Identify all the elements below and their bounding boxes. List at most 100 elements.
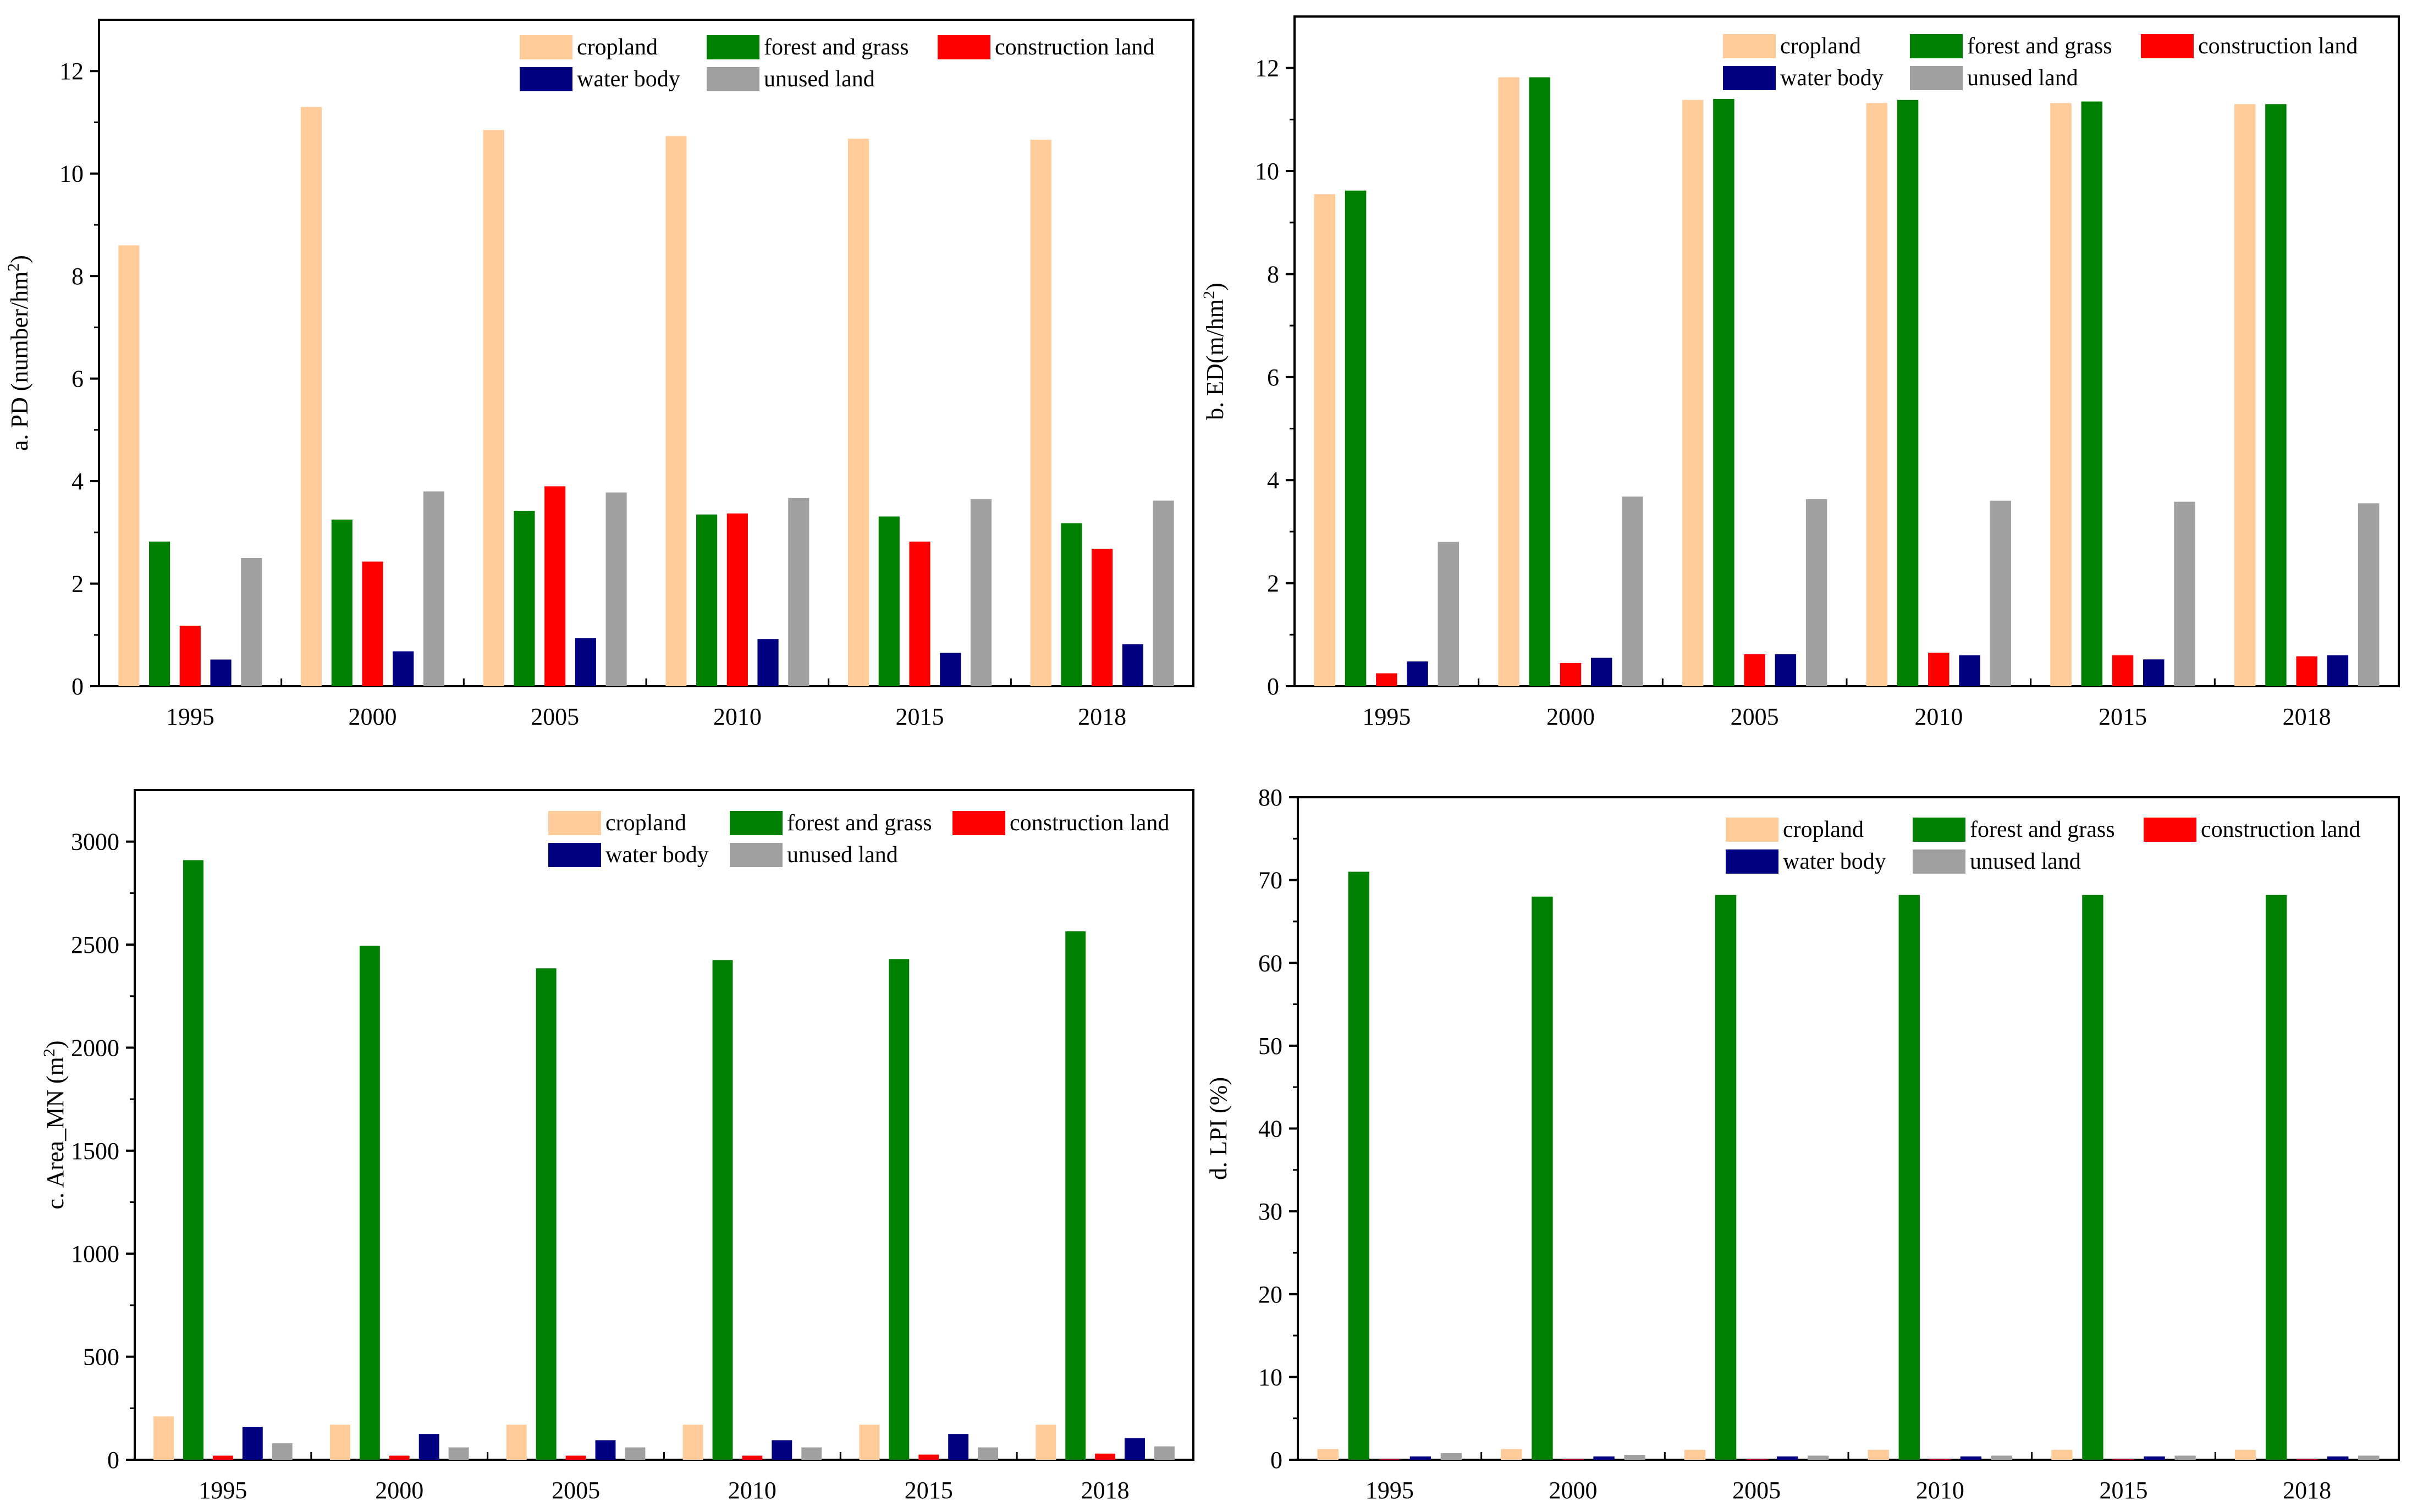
bar-forest-and-grass-2010 xyxy=(696,514,718,686)
bar-water-body-2018 xyxy=(1125,1438,1145,1460)
bar-construction-land-2018 xyxy=(1092,549,1113,686)
y-tick-label: 40 xyxy=(1258,1116,1282,1143)
legend-swatch-water-body xyxy=(1726,849,1778,874)
y-tick-label: 60 xyxy=(1258,950,1282,976)
x-tick-label: 2018 xyxy=(2283,1477,2331,1504)
bar-forest-and-grass-1995 xyxy=(183,860,203,1460)
bar-construction-land-1995 xyxy=(1379,1459,1401,1460)
legend-label-unused-land: unused land xyxy=(1967,65,2078,91)
bar-unused-land-2010 xyxy=(1991,1455,2013,1460)
legend-label-cropland: cropland xyxy=(1780,34,1861,59)
legend-swatch-water-body xyxy=(1723,66,1776,90)
bar-forest-and-grass-2018 xyxy=(2265,895,2287,1460)
legend-label-unused-land: unused land xyxy=(764,67,875,92)
bar-construction-land-2018 xyxy=(2296,656,2317,686)
legend-label-forest-and-grass: forest and grass xyxy=(1967,34,2112,59)
bar-cropland-2010 xyxy=(1866,103,1888,686)
x-tick-label: 2010 xyxy=(1916,1477,1964,1504)
bar-cropland-2018 xyxy=(1036,1425,1056,1460)
bar-forest-and-grass-2015 xyxy=(889,959,910,1460)
bar-water-body-2018 xyxy=(2327,655,2349,686)
y-tick-label: 10 xyxy=(1258,1364,1282,1390)
x-tick-label: 2015 xyxy=(2100,1477,2148,1504)
plot-frame xyxy=(1293,15,2400,687)
legend-swatch-construction-land xyxy=(2141,34,2194,58)
y-axis-label: b. ED(m/hm2) xyxy=(1200,283,1229,420)
bar-water-body-2005 xyxy=(575,638,596,686)
y-tick-label: 8 xyxy=(1267,261,1279,288)
bar-unused-land-2000 xyxy=(1624,1454,1645,1460)
y-tick-label: 12 xyxy=(1255,55,1279,82)
legend-swatch-construction-land xyxy=(938,35,990,59)
x-tick-label: 1995 xyxy=(1362,703,1411,730)
legend-swatch-cropland xyxy=(548,811,601,835)
bar-cropland-2005 xyxy=(1682,100,1704,687)
bar-unused-land-2005 xyxy=(1805,499,1827,686)
bar-construction-land-2015 xyxy=(2112,655,2134,686)
bar-water-body-2005 xyxy=(595,1440,616,1460)
y-tick-label: 4 xyxy=(1267,467,1279,494)
bar-forest-and-grass-2010 xyxy=(712,960,733,1460)
legend-swatch-water-body xyxy=(520,67,572,91)
bar-water-body-2015 xyxy=(948,1434,969,1460)
bar-forest-and-grass-2000 xyxy=(1529,77,1551,687)
bar-construction-land-1995 xyxy=(212,1455,233,1460)
bar-construction-land-2015 xyxy=(2113,1459,2134,1460)
legend-label-forest-and-grass: forest and grass xyxy=(787,810,932,836)
bar-construction-land-1995 xyxy=(179,625,201,686)
bar-forest-and-grass-2015 xyxy=(2081,101,2103,687)
bar-cropland-2018 xyxy=(2234,1449,2256,1460)
bar-forest-and-grass-2018 xyxy=(1061,523,1082,686)
bar-forest-and-grass-2010 xyxy=(1898,895,1920,1460)
bar-construction-land-2005 xyxy=(1744,654,1765,686)
bar-construction-land-2010 xyxy=(1928,653,1950,686)
bar-construction-land-2010 xyxy=(1929,1459,1951,1460)
y-tick-label: 0 xyxy=(107,1447,119,1474)
bar-forest-and-grass-1995 xyxy=(1345,190,1367,686)
bar-forest-and-grass-2018 xyxy=(1065,931,1086,1460)
bar-construction-land-2000 xyxy=(362,561,383,686)
bar-unused-land-2018 xyxy=(1153,500,1174,686)
bar-forest-and-grass-2015 xyxy=(2082,895,2103,1460)
bar-construction-land-2000 xyxy=(389,1455,410,1460)
bar-cropland-2010 xyxy=(682,1425,703,1460)
bar-construction-land-2015 xyxy=(918,1454,939,1460)
legend-label-cropland: cropland xyxy=(605,810,686,836)
plot-frame xyxy=(1297,796,2400,1461)
bar-cropland-2015 xyxy=(2050,103,2072,686)
bar-construction-land-2000 xyxy=(1560,663,1582,686)
legend-swatch-water-body xyxy=(548,843,601,867)
bar-unused-land-2000 xyxy=(423,491,445,686)
x-tick-label: 2005 xyxy=(552,1477,600,1504)
bar-forest-and-grass-2005 xyxy=(1715,895,1737,1460)
bar-unused-land-2015 xyxy=(2174,1455,2196,1460)
bar-construction-land-2018 xyxy=(1095,1453,1116,1460)
bar-unused-land-1995 xyxy=(1440,1453,1462,1460)
legend-label-unused-land: unused land xyxy=(1970,849,2081,874)
x-tick-label: 2000 xyxy=(1549,1477,1598,1504)
legend-swatch-cropland xyxy=(1726,818,1778,842)
bar-water-body-2005 xyxy=(1775,654,1797,686)
x-tick-label: 2010 xyxy=(728,1477,777,1504)
bar-water-body-2000 xyxy=(393,651,414,686)
bar-cropland-2018 xyxy=(1030,140,1051,686)
legend-swatch-construction-land xyxy=(952,811,1005,835)
legend-swatch-cropland xyxy=(1723,34,1776,58)
legend-swatch-unused-land xyxy=(707,67,759,91)
bar-cropland-2000 xyxy=(1498,77,1519,687)
y-tick-label: 12 xyxy=(59,58,84,85)
bar-unused-land-1995 xyxy=(1438,542,1460,686)
bar-water-body-2015 xyxy=(2143,659,2165,686)
bar-unused-land-2005 xyxy=(605,492,627,686)
legend-label-construction-land: construction land xyxy=(2198,34,2358,59)
bar-water-body-2010 xyxy=(1960,1456,1982,1460)
y-tick-label: 10 xyxy=(59,161,84,187)
bar-forest-and-grass-1995 xyxy=(149,542,170,686)
bar-forest-and-grass-2018 xyxy=(2265,104,2287,687)
bar-unused-land-2015 xyxy=(978,1447,998,1460)
legend-label-water-body: water body xyxy=(1783,849,1886,874)
bar-unused-land-2018 xyxy=(2358,1455,2380,1460)
panel-b: 0 2 4 6 8 10 12 b. ED(m/hm2) 1995 2000 2005 2010 201… xyxy=(1200,15,2400,730)
legend-swatch-unused-land xyxy=(1910,66,1963,90)
y-tick-label: 1500 xyxy=(71,1138,119,1165)
